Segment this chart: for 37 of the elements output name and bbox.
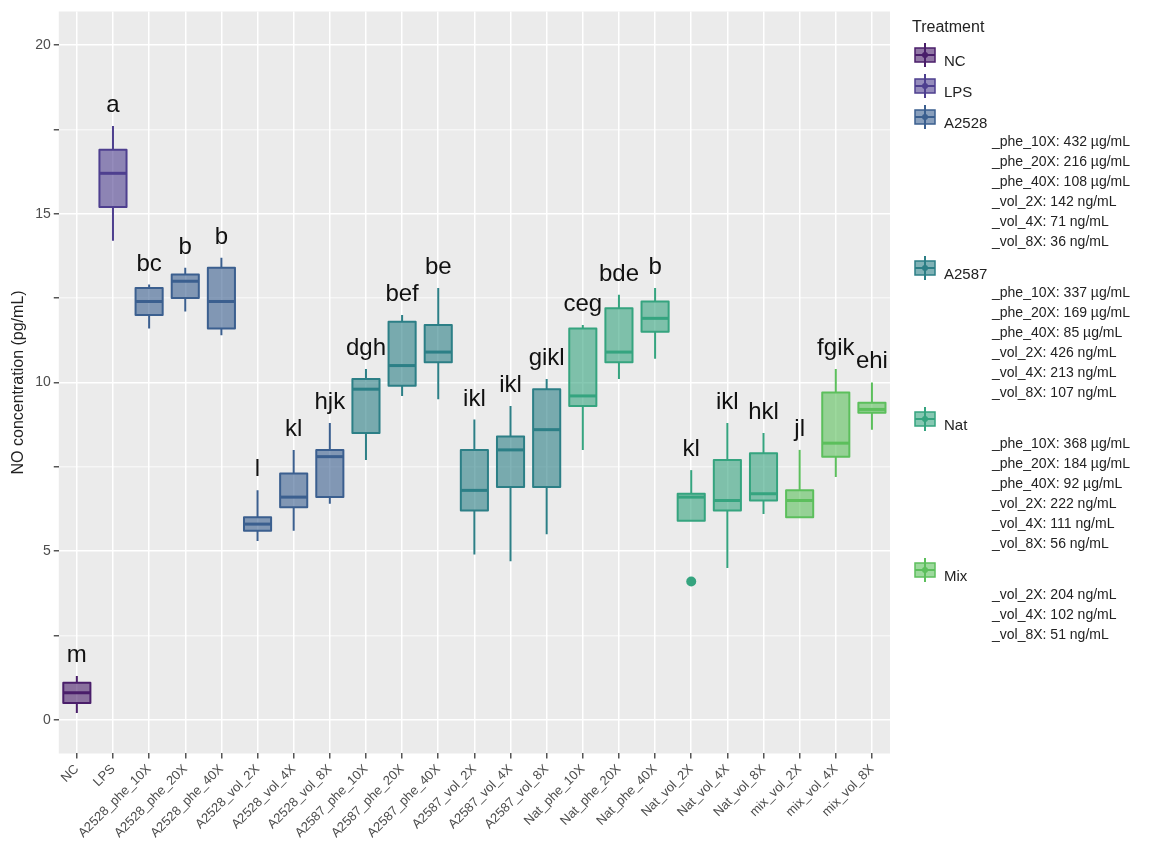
annotation: kl: [285, 413, 303, 441]
annotation: ikl: [463, 383, 486, 411]
annotation: gikl: [528, 343, 565, 371]
annotation: dgh: [345, 332, 386, 360]
annotation: bde: [598, 258, 639, 286]
legend-label: NC: [944, 51, 966, 69]
y-tick-label: 10: [35, 373, 51, 390]
annotation: m: [66, 639, 87, 667]
annotation: ikl: [499, 370, 522, 398]
legend-label: A2528 _phe_10X: 432 µg/mL _phe_20X: 216 µg/mL _phe_40X: 108 µg/mL _vol_2X: 142 ng/mL _vol_4X: 71 ng/mL _vol_8X: 36 ng/mL: [944, 113, 1131, 251]
annotation: l: [254, 454, 261, 482]
annotation: ehi: [855, 346, 888, 374]
annotation: b: [178, 231, 192, 259]
annotation: bef: [385, 278, 420, 306]
y-tick-label: 5: [42, 541, 51, 558]
legend-title: Treatment: [912, 18, 986, 36]
legend-label: A2587 _phe_10X: 337 µg/mL _phe_20X: 169 µg/mL _phe_40X: 85 µg/mL _vol_2X: 426 ng/mL _vol_4X: 213 ng/mL _vol_8X: 107 ng/mL: [944, 264, 1131, 402]
annotation: a: [106, 90, 121, 118]
annotation: hkl: [748, 397, 779, 425]
annotation: bc: [136, 248, 162, 276]
legend-label: LPS: [944, 82, 973, 100]
x-tick-label: NC: [57, 761, 82, 785]
y-axis-title: NO concentration (pg/mL): [9, 290, 27, 475]
annotation: hjk: [314, 386, 347, 414]
y-tick-label: 0: [42, 710, 51, 727]
annotation: b: [648, 251, 662, 279]
annotation: jl: [793, 413, 805, 441]
annotation: ikl: [716, 386, 739, 414]
annotation: kl: [682, 434, 700, 462]
y-tick-label: 15: [35, 204, 51, 221]
annotation: ceg: [563, 289, 603, 317]
annotation: b: [214, 221, 229, 249]
annotation: be: [424, 251, 452, 279]
annotation: fgik: [817, 332, 856, 360]
text: Mix _vol_2X: 204 ng/mL _vol_4X: 102 ng/mL _vol_8X: 51 ng/mL: [944, 567, 1117, 642]
y-tick-label: 20: [35, 35, 51, 52]
text: Nat _phe_10X: 368 µg/mL _phe_20X: 184 µg/mL _phe_40X: 92 µg/mL _vol_2X: 222 ng/mL _vol_4X: 111 ng/mL _vol_8X: 56 ng/mL: [944, 416, 1131, 551]
